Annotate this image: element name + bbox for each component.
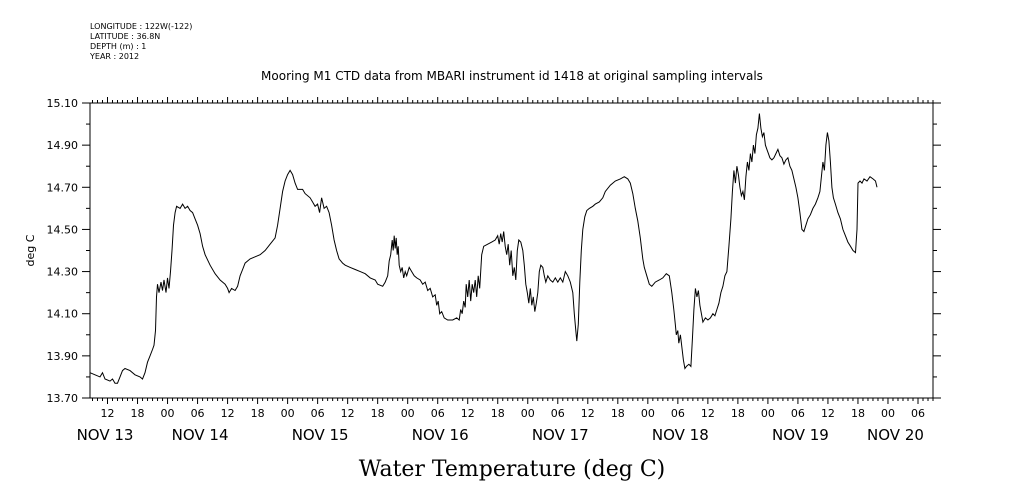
x-hour-label: 12: [461, 407, 475, 420]
latitude-text: LATITUDE : 36.8N: [90, 32, 161, 41]
x-day-label: NOV 15: [292, 426, 349, 444]
x-hour-label: 12: [341, 407, 355, 420]
x-hour-label: 06: [311, 407, 325, 420]
y-tick-label: 13.90: [47, 350, 79, 363]
x-hour-label: 18: [491, 407, 505, 420]
x-day-label: NOV 20: [867, 426, 924, 444]
y-tick-label: 15.10: [47, 97, 79, 110]
x-axis: 12 18 00 06 12 18 00 06 12 18 00 06 12 18 00 06 12 18 00 06…: [77, 97, 934, 444]
x-hour-label: 00: [761, 407, 775, 420]
x-hour-label: 18: [851, 407, 865, 420]
x-hour-label: 00: [521, 407, 535, 420]
x-hour-label: 18: [131, 407, 145, 420]
x-hour-label: 18: [371, 407, 385, 420]
x-day-label: NOV 18: [652, 426, 709, 444]
x-hour-label: 12: [701, 407, 715, 420]
year-text: YEAR : 2012: [90, 52, 140, 61]
y-axis-label: deg C: [24, 234, 37, 266]
x-hour-label: 12: [821, 407, 835, 420]
y-tick-label: 14.30: [47, 266, 79, 279]
depth-text: DEPTH (m) : 1: [90, 42, 147, 51]
x-day-label: NOV 13: [77, 426, 134, 444]
y-tick-label: 14.50: [47, 223, 79, 236]
longitude-text: LONGITUDE : 122W(-122): [90, 22, 193, 31]
x-hour-label: 18: [731, 407, 745, 420]
x-day-label: NOV 16: [412, 426, 469, 444]
metadata-block: LONGITUDE : 122W(-122) LATITUDE : 36.8N …: [90, 22, 192, 62]
x-hour-label: 12: [221, 407, 235, 420]
x-hour-label: 18: [251, 407, 265, 420]
x-hour-label: 06: [551, 407, 565, 420]
x-day-label: NOV 19: [772, 426, 829, 444]
x-hour-label: 00: [281, 407, 295, 420]
y-tick-label: 14.70: [47, 181, 79, 194]
x-hour-label: 00: [401, 407, 415, 420]
x-hour-label: 18: [611, 407, 625, 420]
x-hour-label: 06: [191, 407, 205, 420]
y-axis: 13.70 13.90 14.10 14.30 14.50 14.70 14.90 15.10: [47, 97, 941, 405]
x-hour-label: 00: [881, 407, 895, 420]
x-axis-label: Water Temperature (deg C): [359, 457, 666, 482]
x-hour-label: 06: [431, 407, 445, 420]
x-hour-label: 06: [791, 407, 805, 420]
y-tick-label: 13.70: [47, 392, 79, 405]
x-day-label: NOV 14: [172, 426, 229, 444]
series-line-water-temperature: [89, 113, 878, 384]
x-hour-label: 12: [101, 407, 115, 420]
y-tick-label: 14.10: [47, 308, 79, 321]
x-hour-label: 12: [581, 407, 595, 420]
x-day-label: NOV 17: [532, 426, 589, 444]
y-tick-label: 14.90: [47, 139, 79, 152]
chart-title: Mooring M1 CTD data from MBARI instrumen…: [261, 69, 763, 83]
x-hour-label: 06: [911, 407, 925, 420]
x-hour-label: 00: [641, 407, 655, 420]
x-hour-label: 00: [161, 407, 175, 420]
x-hour-label: 06: [671, 407, 685, 420]
